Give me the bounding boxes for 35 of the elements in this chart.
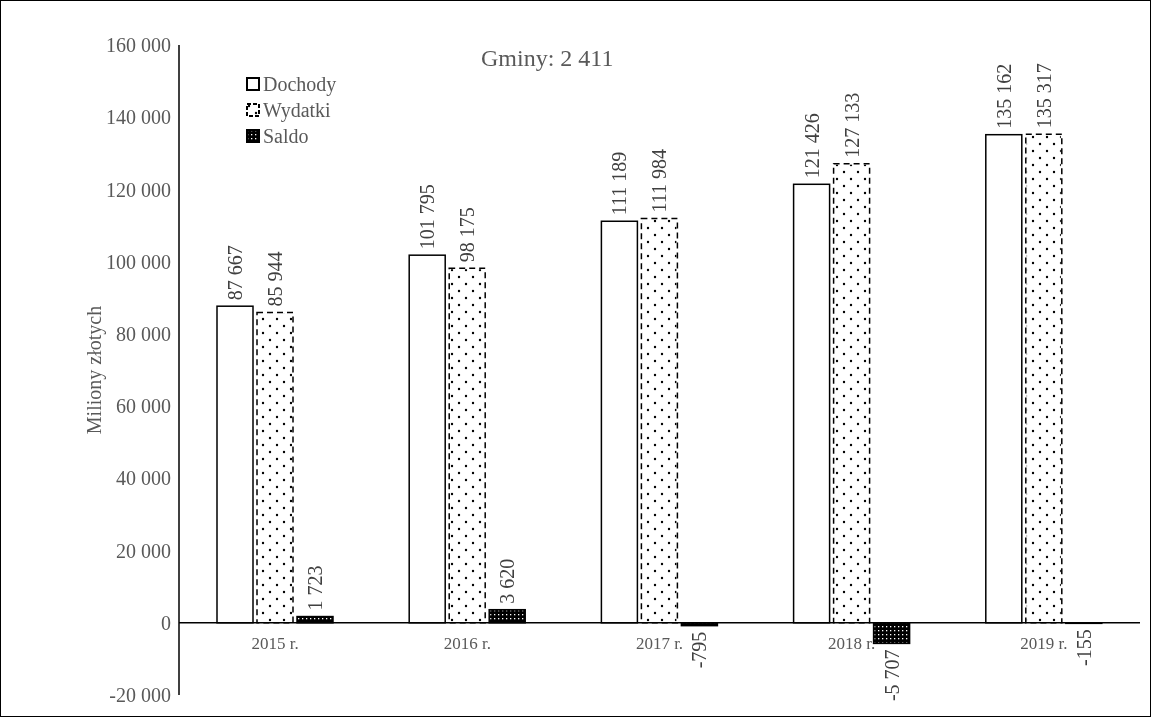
data-label: -155 (1072, 629, 1095, 667)
data-label: 101 795 (416, 184, 439, 250)
x-tick-label: 2015 r. (251, 634, 299, 654)
data-label: 135 162 (992, 63, 1015, 129)
y-tick-label: 140 000 (106, 106, 171, 129)
data-label: 121 426 (800, 113, 823, 179)
y-tick-label: 0 (161, 611, 171, 634)
y-tick-label: 60 000 (116, 395, 171, 418)
data-label: 3 620 (496, 558, 519, 604)
x-tick-label: 2017 r. (635, 634, 684, 654)
y-tick-label: 120 000 (106, 178, 171, 201)
y-tick-label: 40 000 (116, 467, 171, 490)
data-label: 111 984 (648, 148, 671, 213)
data-label: -795 (688, 631, 711, 669)
legend-label: Dochody (263, 72, 337, 96)
y-axis-title: Miliony złotych (83, 305, 107, 435)
data-label: 1 723 (304, 565, 326, 611)
data-label: 111 189 (608, 151, 631, 216)
legend-label: Wydatki (263, 98, 331, 122)
data-label: 135 317 (1032, 63, 1055, 129)
data-label: 127 133 (840, 92, 863, 158)
x-tick-label: 2019 r. (1020, 634, 1068, 654)
y-tick-label: 80 000 (116, 322, 171, 345)
data-label: 85 944 (264, 251, 286, 307)
y-tick-label: -20 000 (109, 684, 171, 707)
data-label: 98 175 (456, 207, 479, 263)
y-tick-label: 160 000 (106, 34, 171, 57)
x-tick-label: 2016 r. (443, 634, 491, 654)
x-tick-label: 2018 r. (828, 634, 876, 654)
chart-title: Gminy: 2 411 (481, 45, 614, 72)
legend-label: Saldo (263, 124, 309, 148)
data-label: 87 667 (224, 245, 246, 301)
y-tick-label: 100 000 (106, 250, 171, 273)
data-label: -5 707 (880, 649, 903, 702)
y-tick-label: 20 000 (116, 539, 171, 562)
